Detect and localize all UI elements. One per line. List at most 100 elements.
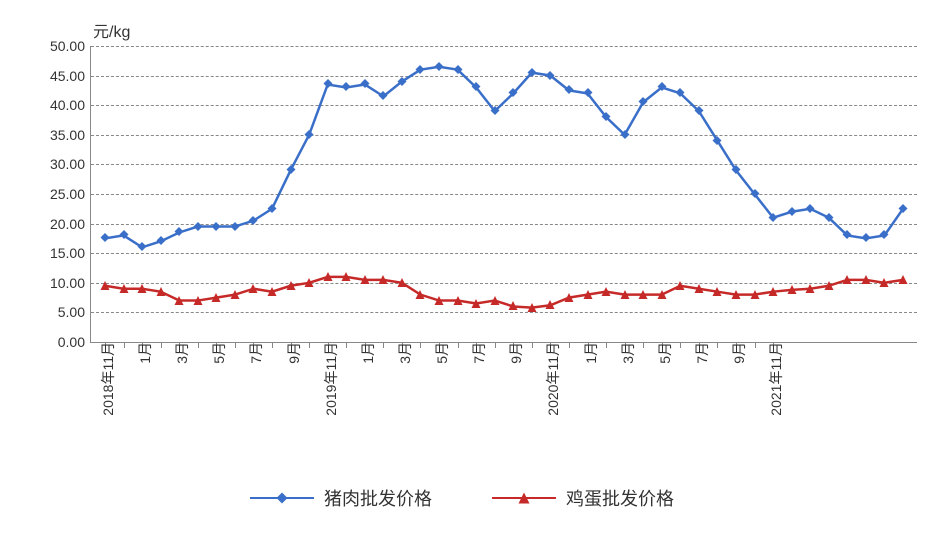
x-tick (161, 342, 162, 348)
legend-item-egg: 鸡蛋批发价格 (492, 485, 674, 511)
legend-line-egg (492, 497, 556, 500)
triangle-icon (880, 274, 889, 292)
x-tick (458, 342, 459, 348)
x-tick (606, 342, 607, 348)
x-tick-label: 9月 (500, 342, 526, 364)
x-tick-label: 2020年11月 (537, 342, 563, 416)
x-tick-label: 7月 (463, 342, 489, 364)
x-tick-label: 3月 (166, 342, 192, 364)
x-tick (272, 342, 273, 348)
triangle-icon (519, 488, 530, 509)
x-tick-label: 2021年11月 (760, 342, 786, 416)
x-tick-label: 3月 (389, 342, 415, 364)
triangle-icon (750, 286, 759, 304)
y-tick-label: 5.00 (58, 304, 91, 320)
x-tick-label: 5月 (426, 342, 452, 364)
triangle-icon (527, 299, 536, 317)
y-tick-label: 20.00 (50, 216, 91, 232)
triangle-icon (175, 292, 184, 310)
y-tick-label: 30.00 (50, 156, 91, 172)
y-tick-label: 0.00 (58, 334, 91, 350)
legend-label: 猪肉批发价格 (324, 485, 432, 511)
y-tick-label: 15.00 (50, 245, 91, 261)
x-tick-label: 2018年11月 (92, 342, 118, 416)
triangle-icon (769, 283, 778, 301)
triangle-icon (212, 289, 221, 307)
triangle-icon (694, 280, 703, 298)
triangle-icon (620, 286, 629, 304)
triangle-icon (546, 296, 555, 314)
y-tick-label: 45.00 (50, 68, 91, 84)
triangle-icon (268, 283, 277, 301)
y-axis-title: 元/kg (93, 18, 130, 42)
x-tick-label: 9月 (723, 342, 749, 364)
triangle-icon (435, 292, 444, 310)
legend-label: 鸡蛋批发价格 (566, 485, 674, 511)
triangle-icon (639, 286, 648, 304)
triangle-icon (731, 286, 740, 304)
triangle-icon (657, 286, 666, 304)
legend-item-pork: 猪肉批发价格 (250, 485, 432, 511)
triangle-icon (193, 292, 202, 310)
x-tick-label: 7月 (686, 342, 712, 364)
x-tick (346, 342, 347, 348)
x-tick-label: 1月 (575, 342, 601, 364)
triangle-icon (416, 286, 425, 304)
x-tick-label: 7月 (240, 342, 266, 364)
x-tick (235, 342, 236, 348)
triangle-icon (564, 289, 573, 307)
legend: 猪肉批发价格 鸡蛋批发价格 (250, 485, 674, 511)
triangle-icon (899, 271, 908, 289)
triangle-icon (249, 280, 258, 298)
legend-line-pork (250, 497, 314, 500)
triangle-icon (397, 274, 406, 292)
triangle-icon (323, 268, 332, 286)
x-tick (680, 342, 681, 348)
triangle-icon (602, 283, 611, 301)
x-tick (532, 342, 533, 348)
x-tick (309, 342, 310, 348)
triangle-icon (156, 283, 165, 301)
x-tick-label: 5月 (649, 342, 675, 364)
x-tick-label: 1月 (129, 342, 155, 364)
triangle-icon (453, 292, 462, 310)
x-tick-label: 9月 (278, 342, 304, 364)
triangle-icon (490, 292, 499, 310)
y-tick-label: 40.00 (50, 97, 91, 113)
chart-container: { "chart": { "type": "line", "yaxis_titl… (0, 0, 946, 534)
triangle-icon (230, 286, 239, 304)
x-tick-label: 1月 (352, 342, 378, 364)
triangle-icon (806, 280, 815, 298)
triangle-icon (342, 268, 351, 286)
triangle-icon (861, 271, 870, 289)
y-tick-label: 35.00 (50, 127, 91, 143)
y-tick-label: 50.00 (50, 38, 91, 54)
diamond-icon (277, 488, 288, 509)
triangle-icon (379, 271, 388, 289)
triangle-icon (583, 286, 592, 304)
x-tick (643, 342, 644, 348)
triangle-icon (787, 281, 796, 299)
x-tick (755, 342, 756, 348)
triangle-icon (509, 297, 518, 315)
x-tick (383, 342, 384, 348)
triangle-icon (472, 295, 481, 313)
x-tick-label: 5月 (203, 342, 229, 364)
plot-area: 0.005.0010.0015.0020.0025.0030.0035.0040… (90, 46, 917, 343)
y-tick-label: 25.00 (50, 186, 91, 202)
triangle-icon (824, 277, 833, 295)
triangle-icon (101, 277, 110, 295)
triangle-icon (713, 283, 722, 301)
x-tick (717, 342, 718, 348)
triangle-icon (676, 277, 685, 295)
x-tick (124, 342, 125, 348)
triangle-icon (119, 280, 128, 298)
x-tick (420, 342, 421, 348)
triangle-icon (138, 280, 147, 298)
triangle-icon (843, 271, 852, 289)
triangle-icon (305, 274, 314, 292)
triangle-icon (360, 271, 369, 289)
x-tick-label: 3月 (612, 342, 638, 364)
y-tick-label: 10.00 (50, 275, 91, 291)
x-tick (495, 342, 496, 348)
